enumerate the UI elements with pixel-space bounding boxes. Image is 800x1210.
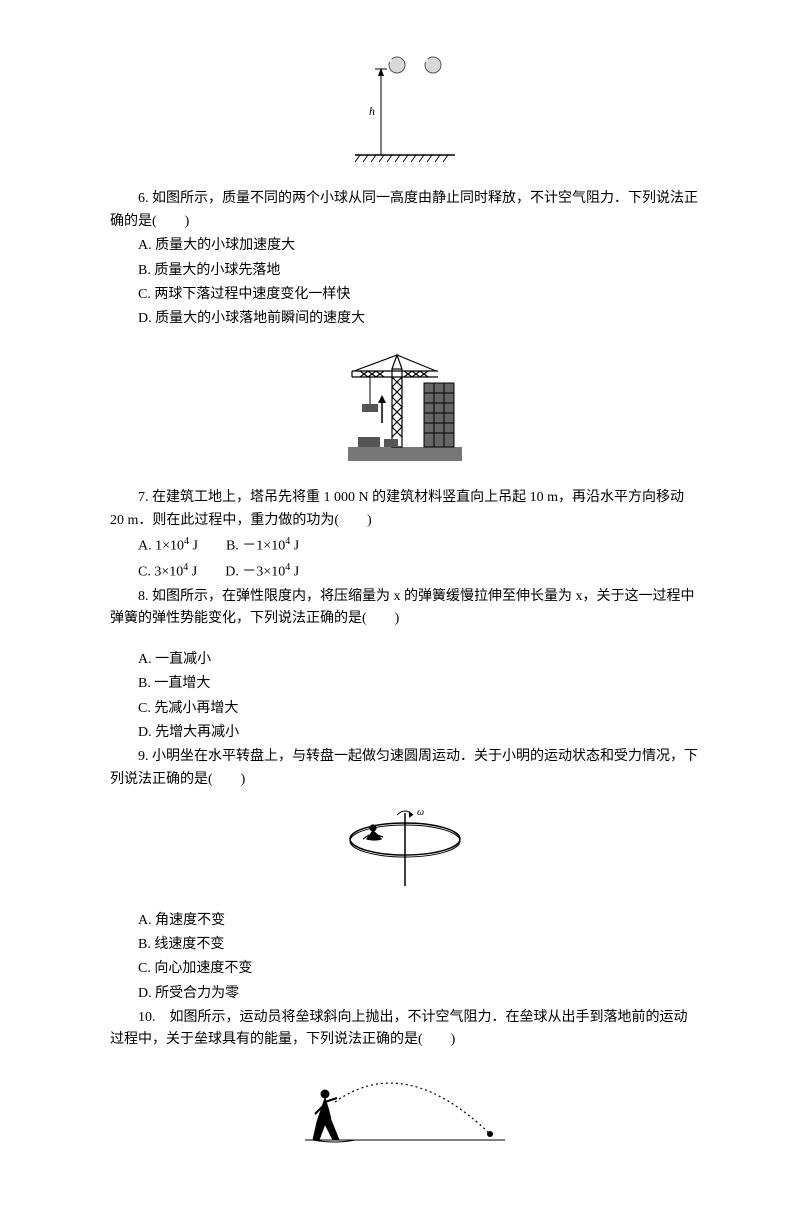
q7-stem-text: 在建筑工地上，塔吊先将重 1 000 N 的建筑材料竖直向上吊起 10 m，再沿… [110,490,684,527]
q8-option-B: B. 一直增大 [110,673,700,695]
svg-text:h: h [369,104,375,118]
q6-option-B: B. 质量大的小球先落地 [110,260,700,282]
q10-stem: 10. 如图所示，运动员将垒球斜向上抛出，不计空气阻力．在垒球从出手到落地前的运… [110,1007,700,1052]
q7-option-A-unit: J [189,539,198,554]
q7-options-row2: C. 3×104 J D. －3×104 J [110,560,700,584]
q9-option-A: A. 角速度不变 [110,910,700,932]
q6-option-D: D. 质量大的小球落地前瞬间的速度大 [110,308,700,330]
q9-option-C: C. 向心加速度不变 [110,958,700,980]
q6-stem: 6. 如图所示，质量不同的两个小球从同一高度由静止同时释放，不计空气阻力．下列说… [110,188,700,233]
q9-option-B: B. 线速度不变 [110,934,700,956]
q7-option-C: C. 3×10 [138,565,183,580]
svg-text:ω: ω [417,807,424,818]
q8-option-A: A. 一直减小 [110,649,700,671]
q6-number: 6. [138,191,149,206]
q8-option-C: C. 先减小再增大 [110,698,700,720]
q7-option-D: D. －3×10 [225,565,285,580]
q7-number: 7. [138,490,149,505]
q9-number: 9. [138,749,149,764]
q6-stem-text: 如图所示，质量不同的两个小球从同一高度由静止同时释放，不计空气阻力．下列说法正确… [110,191,698,228]
q9-stem-text: 小明坐在水平转盘上，与转盘一起做匀速圆周运动．关于小明的运动状态和受力情况，下列… [110,749,698,786]
q6-figure: h [110,50,700,178]
q10-figure [110,1062,700,1160]
q8-number: 8. [138,589,149,604]
q7-option-D-unit: J [290,565,299,580]
q7-options-row1: A. 1×104 J B. －1×104 J [110,534,700,558]
q7-figure [110,349,700,477]
q10-stem-text: 如图所示，运动员将垒球斜向上抛出，不计空气阻力．在垒球从出手到落地前的运动过程中… [110,1010,688,1047]
q8-stem-text: 如图所示，在弹性限度内，将压缩量为 x 的弹簧缓慢拉伸至伸长量为 x，关于这一过… [110,589,695,626]
q7-option-C-unit: J [188,565,197,580]
q9-stem: 9. 小明坐在水平转盘上，与转盘一起做匀速圆周运动．关于小明的运动状态和受力情况… [110,746,700,791]
q6-option-A: A. 质量大的小球加速度大 [110,235,700,257]
q8-stem: 8. 如图所示，在弹性限度内，将压缩量为 x 的弹簧缓慢拉伸至伸长量为 x，关于… [110,586,700,631]
q7-option-A: A. 1×10 [138,539,184,554]
q9-option-D: D. 所受合力为零 [110,983,700,1005]
q9-figure: ω [110,801,700,899]
q8-option-D: D. 先增大再减小 [110,722,700,744]
q7-stem: 7. 在建筑工地上，塔吊先将重 1 000 N 的建筑材料竖直向上吊起 10 m… [110,487,700,532]
q7-option-B-unit: J [290,539,299,554]
q7-option-B: B. －1×10 [226,539,285,554]
q6-option-C: C. 两球下落过程中速度变化一样快 [110,284,700,306]
q10-number: 10. [138,1010,156,1025]
